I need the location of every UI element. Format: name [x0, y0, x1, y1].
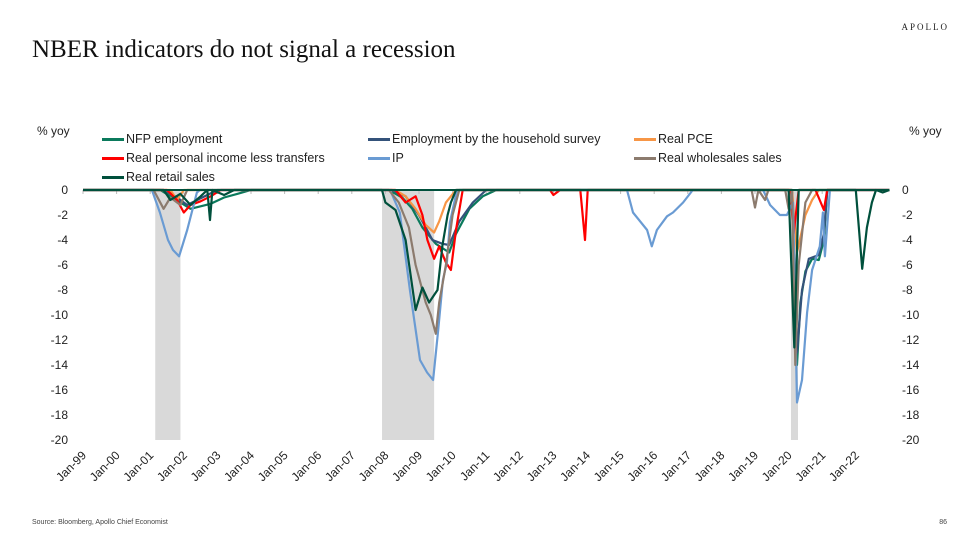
legend-label: Real personal income less transfers	[126, 151, 325, 165]
series-line-1	[83, 188, 890, 354]
legend-label: IP	[392, 151, 404, 165]
legend-item-pce: Real PCE	[634, 132, 713, 146]
legend-item-household: Employment by the household survey	[368, 132, 600, 146]
series-line-4	[83, 188, 890, 404]
x-tick-label: Jan-07	[322, 448, 358, 484]
legend-item-wholesale: Real wholesales sales	[634, 151, 782, 165]
legend-item-nfp: NFP employment	[102, 132, 222, 146]
x-tick-label: Jan-09	[389, 448, 425, 484]
x-tick-label: Jan-18	[692, 448, 728, 484]
y-tick-label-left: -4	[57, 233, 68, 247]
y-tick-label-right: -14	[902, 358, 920, 372]
legend-item-ip: IP	[368, 151, 404, 165]
legend-swatch	[102, 137, 124, 141]
x-tick-label: Jan-08	[356, 448, 392, 484]
legend-swatch	[102, 175, 124, 179]
legend-swatch	[634, 137, 656, 141]
y-tick-label-right: -20	[902, 433, 920, 447]
x-tick-label: Jan-11	[457, 448, 492, 483]
x-tick-label: Jan-04	[221, 448, 257, 484]
legend-item-income: Real personal income less transfers	[102, 151, 325, 165]
apollo-logo: APOLLO	[901, 22, 949, 32]
legend-label: Real PCE	[658, 132, 713, 146]
x-tick-label: Jan-06	[288, 448, 324, 484]
y-tick-label-right: -12	[902, 333, 920, 347]
y-tick-label-right: -4	[902, 233, 913, 247]
page-title: NBER indicators do not signal a recessio…	[32, 36, 456, 63]
x-tick-label: Jan-19	[725, 448, 761, 484]
x-tick-label: Jan-99	[53, 448, 89, 484]
y-tick-label-right: 0	[902, 183, 909, 197]
series-line-5	[83, 188, 890, 367]
series-line-2	[83, 188, 890, 254]
x-tick-label: Jan-13	[524, 448, 560, 484]
y-tick-label-right: -18	[902, 408, 920, 422]
series-line-6	[83, 188, 890, 349]
y-tick-label-left: -8	[57, 283, 68, 297]
y-tick-label-right: -8	[902, 283, 913, 297]
legend-swatch	[102, 156, 124, 160]
recession-shading	[155, 190, 181, 440]
y-tick-label-left: -6	[57, 258, 68, 272]
x-tick-label: Jan-17	[658, 448, 694, 484]
x-tick-label: Jan-00	[87, 448, 123, 484]
y-tick-label-left: -2	[57, 208, 68, 222]
x-tick-label: Jan-02	[154, 448, 190, 484]
x-tick-label: Jan-01	[120, 448, 156, 484]
y-tick-label-right: -6	[902, 258, 913, 272]
y-tick-label-left: -10	[51, 308, 69, 322]
page-number: 86	[939, 519, 947, 526]
x-tick-label: Jan-16	[624, 448, 660, 484]
y-tick-label-left: 0	[61, 183, 68, 197]
legend-swatch	[368, 137, 390, 141]
x-tick-label: Jan-21	[792, 448, 828, 484]
legend-label: NFP employment	[126, 132, 223, 146]
y-tick-label-left: -20	[51, 433, 69, 447]
y-axis-label-right: % yoy	[909, 124, 942, 138]
x-tick-label: Jan-03	[188, 448, 224, 484]
x-tick-label: Jan-10	[423, 448, 459, 484]
y-tick-label-left: -14	[51, 358, 69, 372]
y-axis-label-left: % yoy	[37, 124, 70, 138]
x-tick-label: Jan-22	[826, 448, 862, 484]
x-tick-label: Jan-05	[255, 448, 291, 484]
x-tick-label: Jan-14	[557, 448, 593, 484]
legend-label: Real wholesales sales	[658, 151, 782, 165]
legend-label: Employment by the household survey	[392, 132, 601, 146]
x-tick-label: Jan-12	[490, 448, 526, 484]
y-tick-label-right: -10	[902, 308, 920, 322]
y-tick-label-right: -2	[902, 208, 913, 222]
legend-item-retail: Real retail sales	[102, 170, 215, 184]
legend-swatch	[634, 156, 656, 160]
legend-swatch	[368, 156, 390, 160]
source-note: Source: Bloomberg, Apollo Chief Economis…	[32, 519, 168, 526]
y-tick-label-right: -16	[902, 383, 920, 397]
x-tick-label: Jan-15	[591, 448, 627, 484]
x-tick-label: Jan-20	[759, 448, 795, 484]
legend-label: Real retail sales	[126, 170, 215, 184]
y-tick-label-left: -12	[51, 333, 69, 347]
series-line-0	[83, 188, 890, 367]
y-tick-label-left: -16	[51, 383, 69, 397]
y-tick-label-left: -18	[51, 408, 69, 422]
